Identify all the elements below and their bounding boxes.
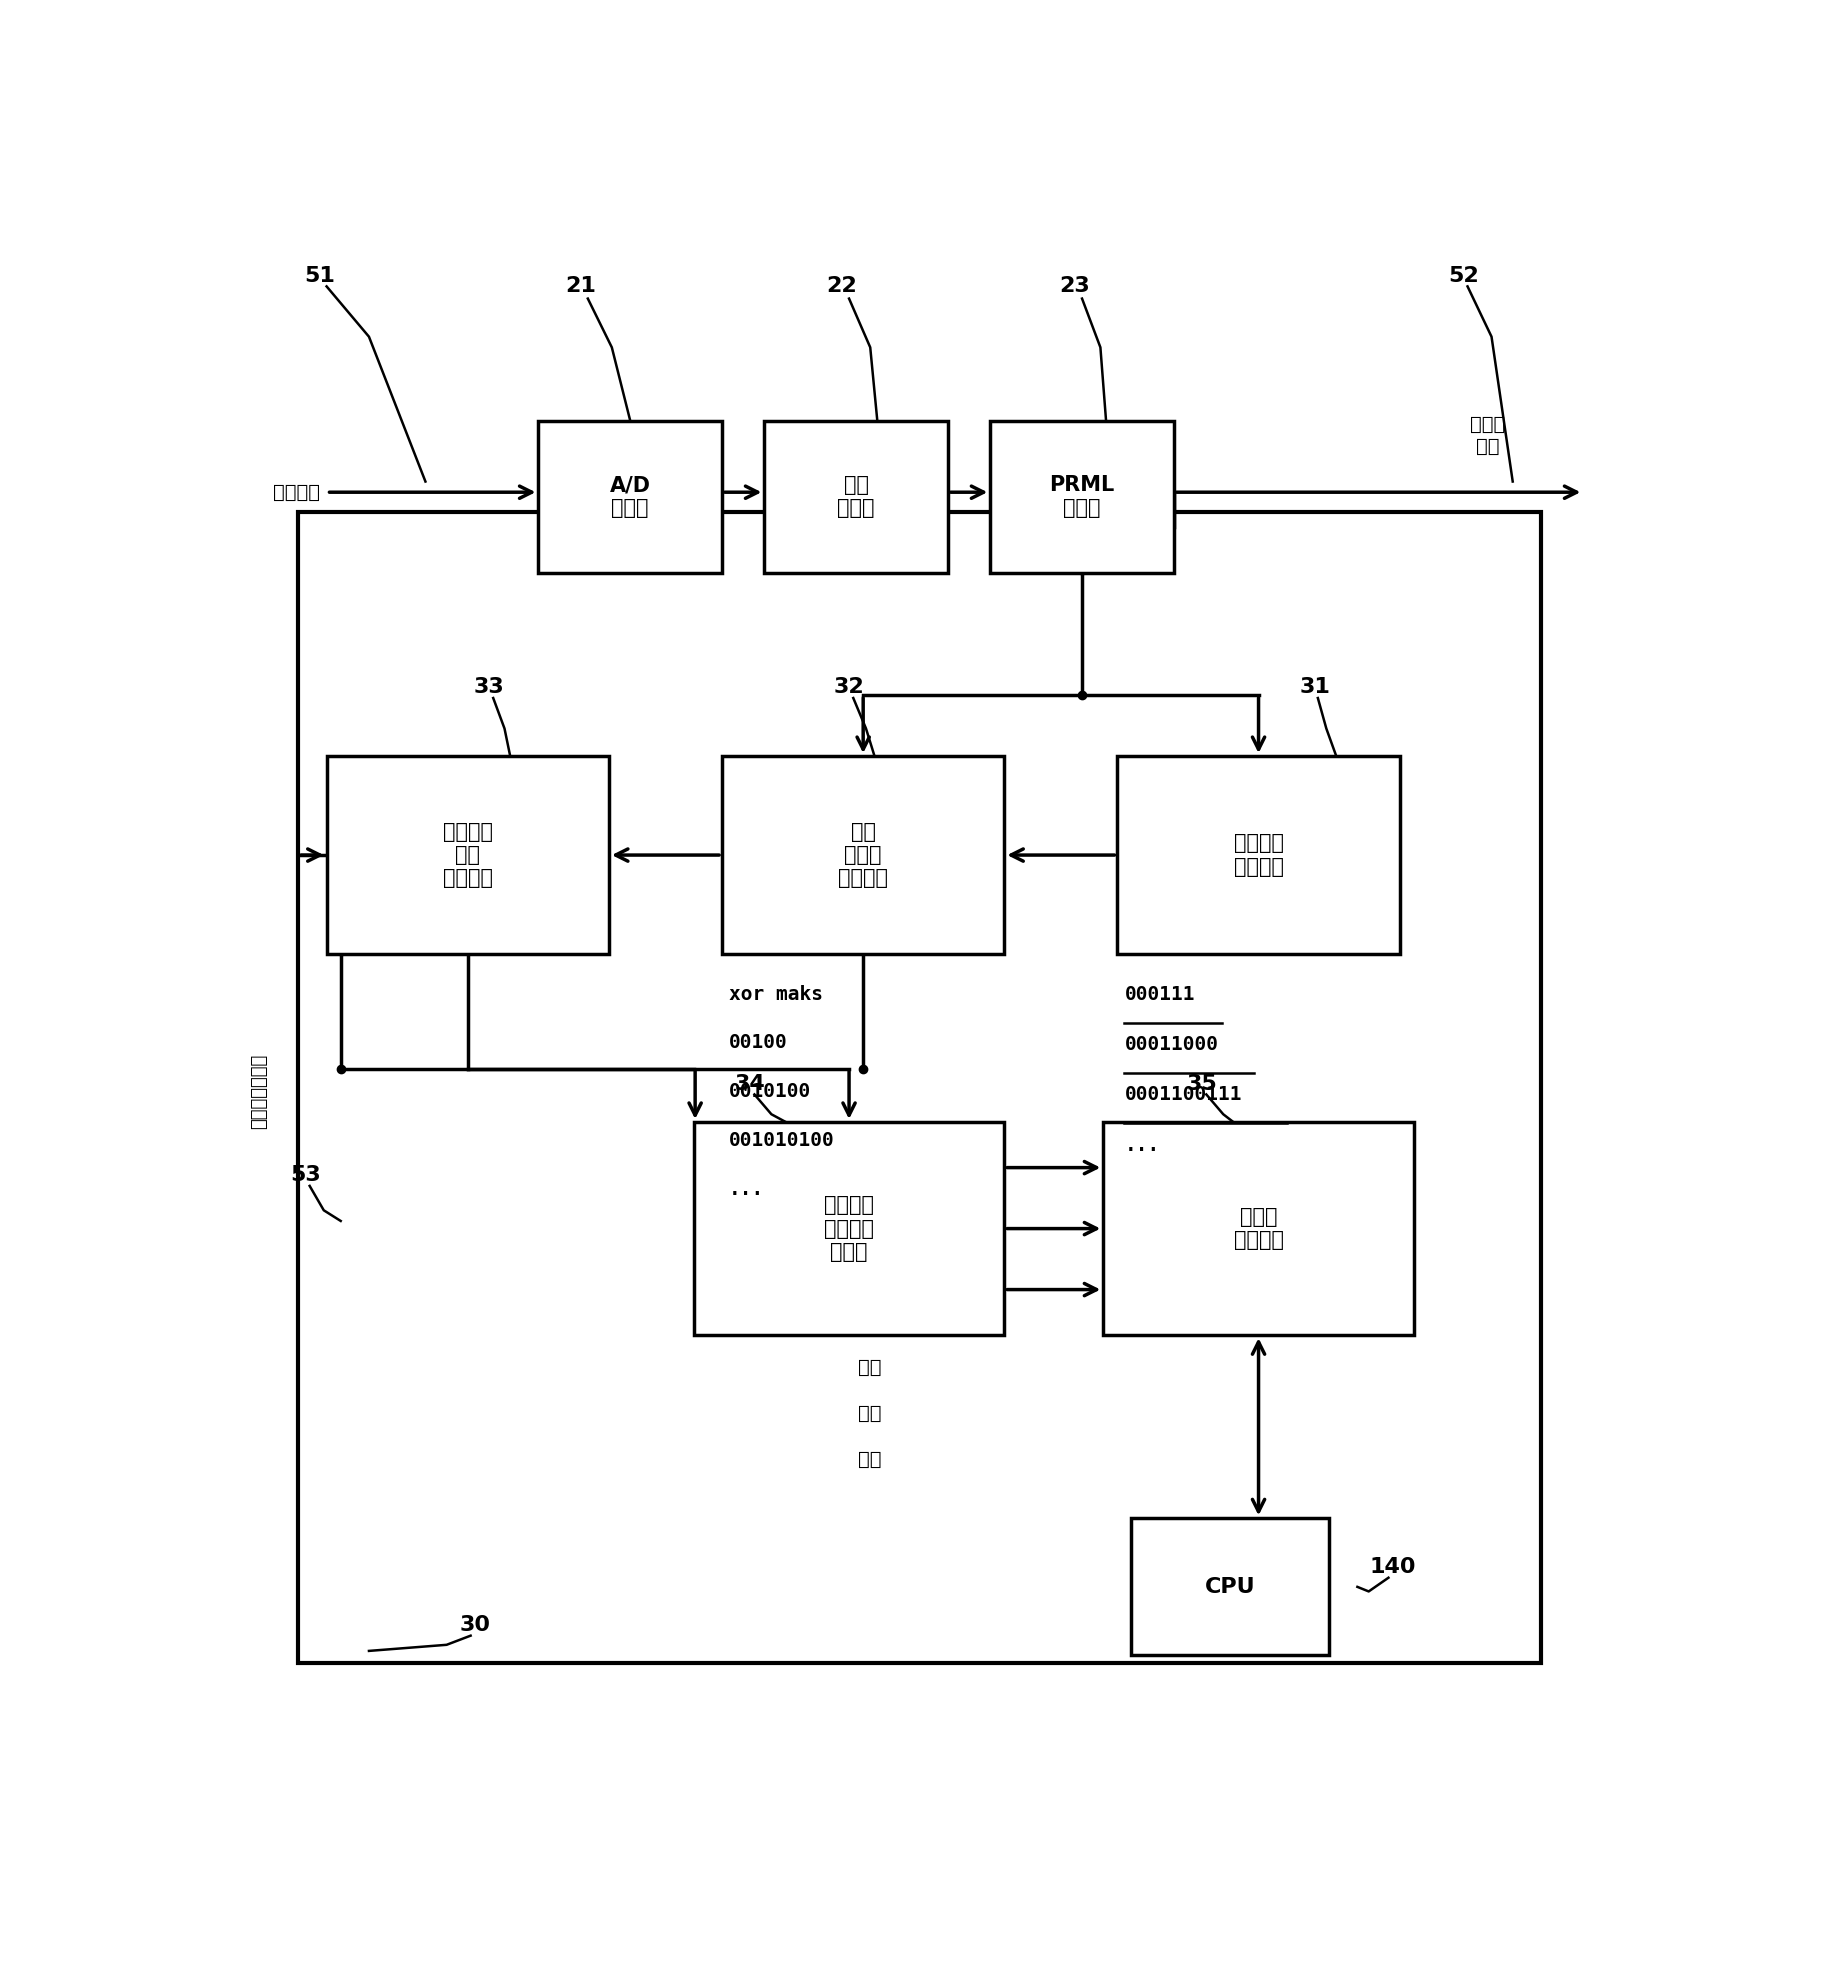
Text: 再生信号: 再生信号 [273,483,319,501]
Text: 32: 32 [834,677,864,697]
Text: 二值化
信号: 二值化 信号 [1470,416,1505,455]
Text: 位移: 位移 [858,1404,882,1424]
Text: 23: 23 [1060,277,1090,297]
Text: 抖动: 抖动 [858,1449,882,1469]
Text: 自动
均衡器: 自动 均衡器 [838,475,875,519]
Text: 评价
比特列
生成电路: 评价 比特列 生成电路 [838,822,887,889]
Text: CPU: CPU [1204,1576,1255,1598]
Text: 51: 51 [304,265,335,285]
Text: 140: 140 [1370,1556,1416,1576]
FancyBboxPatch shape [326,756,609,954]
Text: 30: 30 [459,1616,490,1635]
Text: 22: 22 [827,277,858,297]
FancyBboxPatch shape [1117,756,1399,954]
FancyBboxPatch shape [991,420,1173,572]
Text: 图形: 图形 [858,1358,882,1378]
Text: 000111: 000111 [1124,984,1195,1004]
Text: 均衡器特性调整: 均衡器特性调整 [250,1053,268,1129]
Text: 评价值
累计电路: 评价值 累计电路 [1233,1208,1283,1249]
Text: PRML
解码器: PRML 解码器 [1049,475,1115,519]
Text: ...: ... [1124,1137,1159,1154]
FancyBboxPatch shape [722,756,1004,954]
FancyBboxPatch shape [1131,1519,1330,1655]
Text: xor maks: xor maks [729,984,824,1004]
Text: 记录脉冲
对应图形
分类器: 记录脉冲 对应图形 分类器 [824,1196,875,1261]
Text: 53: 53 [290,1164,321,1186]
Text: 33: 33 [474,677,505,697]
Text: 0010100: 0010100 [729,1083,811,1101]
FancyBboxPatch shape [539,420,722,572]
Text: 52: 52 [1448,265,1479,285]
Text: ...: ... [729,1180,763,1198]
Text: 0001100111: 0001100111 [1124,1085,1243,1105]
FancyBboxPatch shape [299,513,1541,1663]
Text: 00100: 00100 [729,1034,787,1053]
FancyBboxPatch shape [1104,1123,1414,1335]
Text: 35: 35 [1186,1073,1217,1093]
Text: 21: 21 [565,277,596,297]
Text: 欧几里德
距离
计算电路: 欧几里德 距离 计算电路 [443,822,492,889]
FancyBboxPatch shape [765,420,947,572]
Text: 主比特列
判断电路: 主比特列 判断电路 [1233,834,1283,877]
FancyBboxPatch shape [694,1123,1004,1335]
Text: 34: 34 [734,1073,765,1093]
Text: 31: 31 [1299,677,1330,697]
Text: 001010100: 001010100 [729,1131,834,1150]
Text: 00011000: 00011000 [1124,1036,1219,1053]
Text: A/D
转换器: A/D 转换器 [610,475,650,519]
